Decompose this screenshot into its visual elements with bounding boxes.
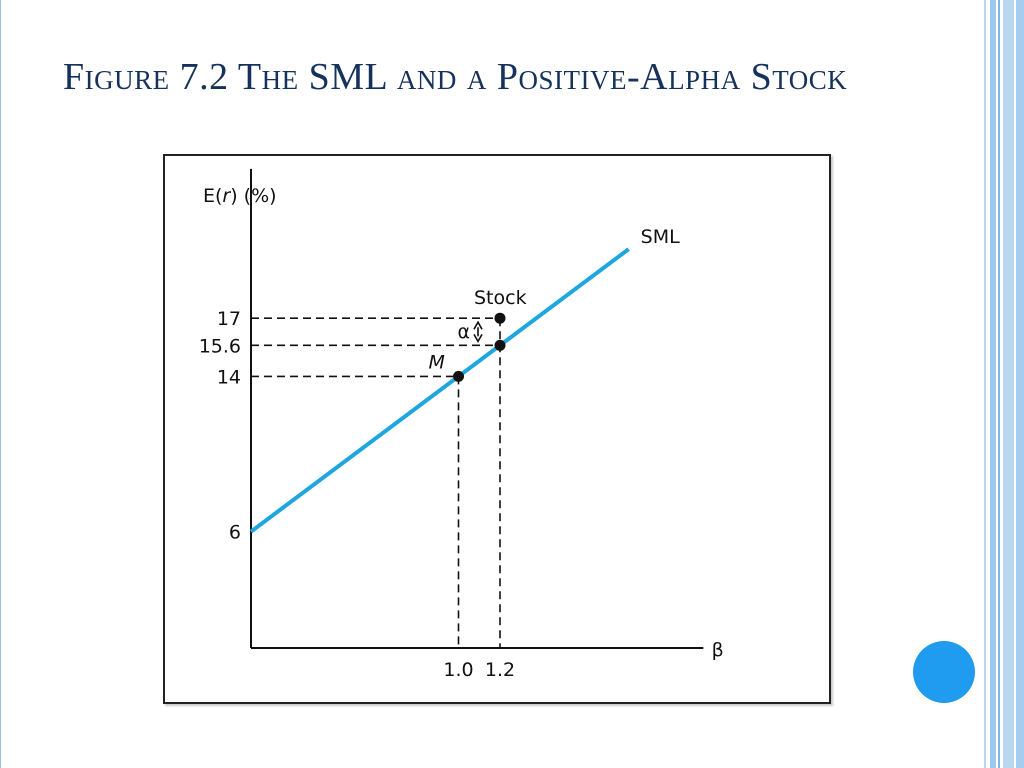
point-label: Stock	[474, 287, 527, 309]
circle-button[interactable]	[913, 641, 975, 703]
tick-labels: 6 14 15.6 17 1.0 1.2	[199, 308, 515, 681]
x-tick-label: 1.0	[443, 659, 473, 681]
alpha-arrow-head-down	[473, 333, 483, 343]
slide-title: Figure 7.2 The SML and a Positive-Alpha …	[63, 56, 848, 98]
x-axis-label: β	[712, 639, 724, 661]
y-axis-label-prefix: E(	[203, 185, 222, 207]
y-axis-label: E(r) (%)	[203, 185, 277, 207]
y-tick-label: 6	[229, 522, 241, 544]
slide-left-rule	[0, 0, 1, 768]
alpha-arrow-head-up	[473, 320, 483, 330]
y-tick-label: 17	[217, 308, 241, 330]
y-tick-label: 14	[217, 366, 241, 388]
point-label: M	[429, 351, 445, 373]
sml-chart: SML E(r) (%) β 6 14 15.6 17 1.0 1.2 α M Stock	[199, 168, 724, 681]
y-axis-label-suffix: ) (%)	[230, 185, 276, 207]
stripe	[998, 0, 1000, 768]
alpha-label: α	[457, 321, 470, 343]
y-axis-label-var: r	[222, 185, 231, 207]
stripe	[1016, 0, 1024, 768]
stripe	[984, 0, 986, 768]
guide-lines	[251, 317, 501, 648]
data-points: M Stock	[429, 287, 527, 382]
y-tick-label: 15.6	[199, 335, 241, 357]
sml-line	[249, 247, 630, 534]
stripe	[990, 0, 996, 768]
figure-frame: SML E(r) (%) β 6 14 15.6 17 1.0 1.2 α M Stock	[163, 154, 831, 704]
point-m	[453, 370, 464, 382]
point-stock-on-sml	[494, 339, 506, 351]
point-stock	[494, 312, 506, 324]
x-tick-label: 1.2	[485, 659, 515, 681]
alpha-indicator: α	[457, 320, 483, 343]
stripe	[1003, 0, 1014, 768]
decorative-stripes	[976, 0, 1024, 768]
sml-label: SML	[641, 226, 680, 248]
